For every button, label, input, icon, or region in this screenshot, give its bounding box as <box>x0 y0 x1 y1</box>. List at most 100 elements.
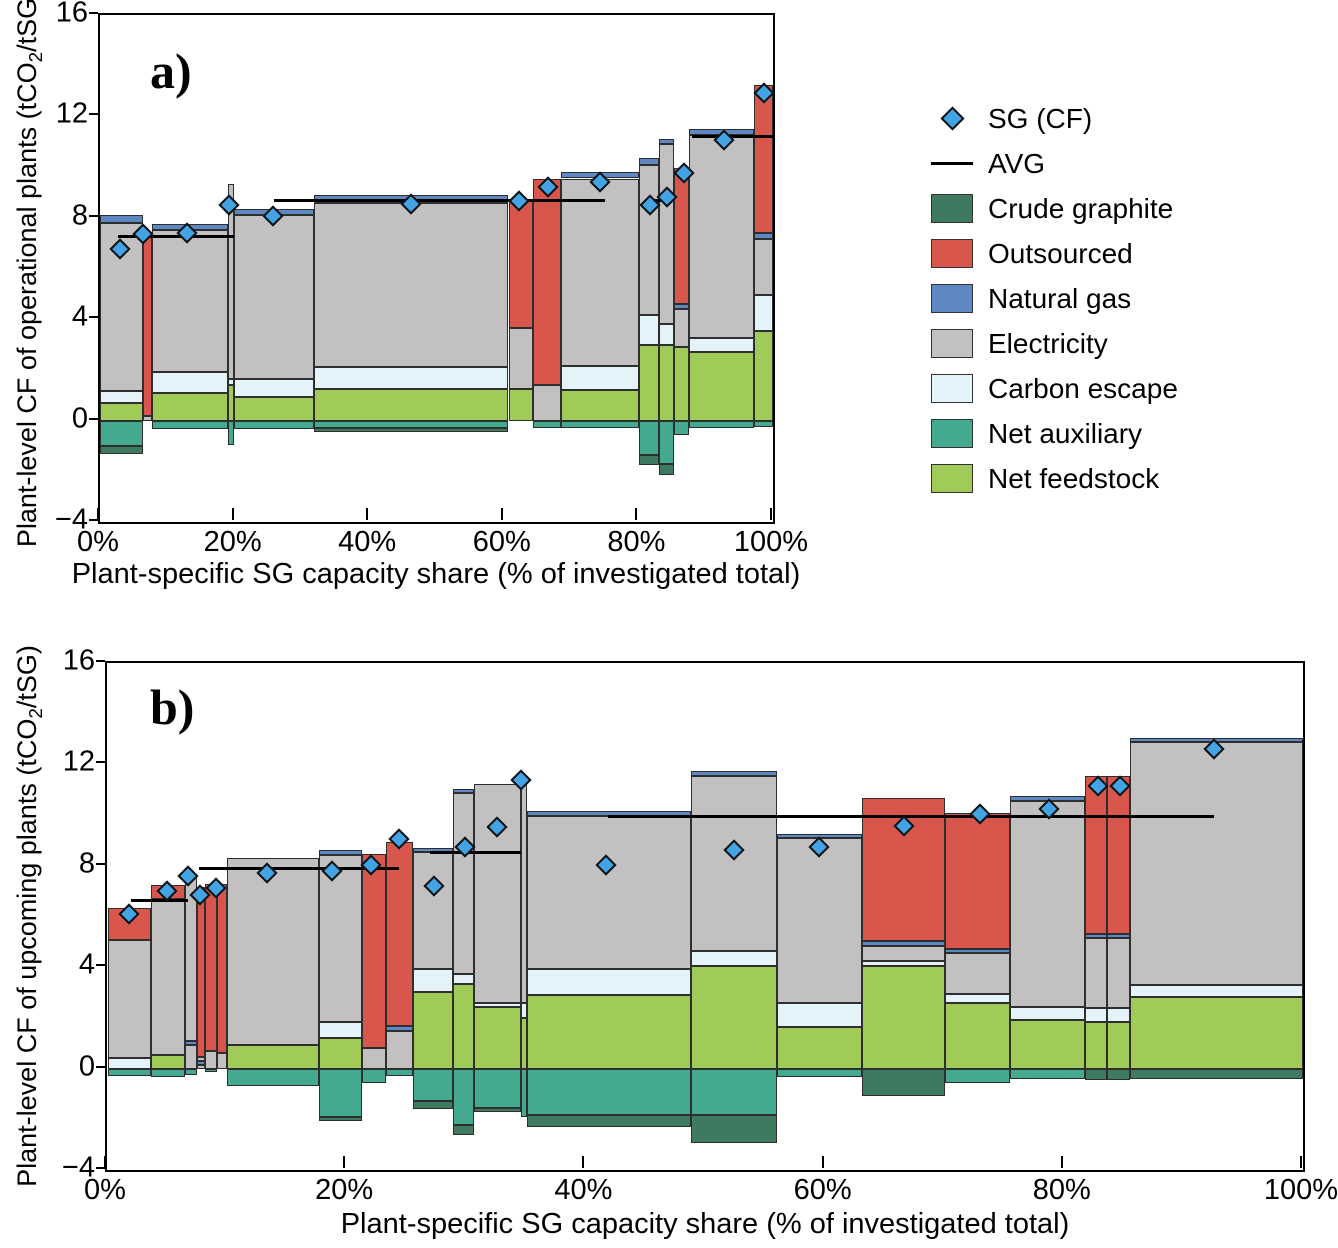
bar-segment-electricity <box>533 385 561 421</box>
bar-segment-outsourced <box>945 812 1010 950</box>
bar-segment-net-feedstock <box>776 1026 862 1069</box>
bar-segment-net-feedstock <box>688 352 755 421</box>
bar-segment-net-auxiliary <box>688 420 755 429</box>
bar-segment-net-feedstock <box>151 392 228 421</box>
bar-segment-net-feedstock <box>1085 1021 1107 1069</box>
x-tick-label: 100% <box>1263 1174 1338 1206</box>
bar-segment-electricity <box>314 202 509 368</box>
avg-line <box>118 235 234 239</box>
bar-segment-natural-gas <box>639 158 659 165</box>
legend-label: SG (CF) <box>988 102 1093 134</box>
bar-segment-net-feedstock <box>100 402 144 421</box>
bar-segment-net-feedstock <box>945 1003 1010 1069</box>
x-tick-mark <box>97 508 99 520</box>
bar-segment-carbon-escape <box>1085 1008 1107 1022</box>
bar-segment-natural-gas <box>690 771 777 777</box>
bar-segment-net-feedstock <box>639 344 659 421</box>
y-tick-label: 8 <box>71 199 88 232</box>
bar-segment-electricity <box>196 1064 206 1069</box>
legend-color-swatch <box>931 239 973 268</box>
bar-segment-net-auxiliary <box>151 1068 185 1077</box>
bar-segment-electricity <box>526 816 691 969</box>
bar-segment-net-feedstock <box>1009 1019 1086 1069</box>
bar-segment-net-feedstock <box>314 388 509 421</box>
bar-segment-electricity <box>385 1030 414 1069</box>
legend-label: Net auxiliary <box>988 417 1143 449</box>
x-tick-mark <box>366 508 369 520</box>
x-tick-mark <box>770 508 772 520</box>
panel-a-x-axis-label: Plant-specific SG capacity share (% of i… <box>71 558 801 590</box>
bar-segment-electricity <box>184 1044 197 1069</box>
bar-segment-crude-graphite <box>639 454 659 465</box>
bar-segment-carbon-escape <box>1009 1006 1086 1020</box>
avg-line <box>429 850 521 854</box>
bar-segment-carbon-escape <box>776 1003 862 1027</box>
bar-segment-natural-gas <box>1106 934 1130 938</box>
bar-segment-outsourced <box>508 200 534 329</box>
bar-segment-net-auxiliary <box>452 1068 475 1126</box>
legend-item: Net feedstock <box>930 456 1178 501</box>
bar-segment-electricity <box>945 953 1010 994</box>
bar-segment-net-auxiliary <box>226 1068 319 1086</box>
legend-item: Crude graphite <box>930 186 1178 231</box>
bar-segment-carbon-escape <box>1106 1008 1130 1022</box>
bar-segment-carbon-escape <box>658 324 675 345</box>
bar-segment-natural-gas <box>945 949 1010 954</box>
bar-segment-electricity <box>227 183 234 379</box>
bar-segment-electricity <box>561 178 640 367</box>
x-tick-label: 20% <box>203 526 262 558</box>
legend-item: AVG <box>930 141 1178 186</box>
bar-segment-natural-gas <box>100 215 144 223</box>
bar-segment-electricity <box>776 838 862 1004</box>
bar-segment-crude-graphite <box>1129 1068 1303 1080</box>
bar-segment-electricity <box>861 945 946 961</box>
bar-segment-net-feedstock <box>452 983 475 1069</box>
bar-segment-net-auxiliary <box>526 1068 691 1116</box>
bar-segment-electricity <box>151 898 185 1056</box>
y-tick-mark <box>89 316 98 319</box>
y-tick-label: 0 <box>78 1050 95 1083</box>
bar-segment-net-feedstock <box>754 330 773 421</box>
bar-segment-carbon-escape <box>754 295 773 331</box>
panel-a-y-axis-label: Plant-level CF of operational plants (tC… <box>11 0 48 548</box>
bar-segment-net-auxiliary <box>639 420 659 455</box>
bar-segment-carbon-escape <box>861 960 946 966</box>
y-tick-mark <box>96 862 105 865</box>
bar-segment-net-feedstock <box>1106 1021 1130 1069</box>
bar-segment-carbon-escape <box>561 366 640 391</box>
bar-segment-electricity <box>674 309 689 348</box>
bar-segment-carbon-escape <box>151 372 228 393</box>
avg-line <box>273 199 605 203</box>
bar-segment-carbon-escape <box>1129 985 1303 997</box>
bar-segment-electricity <box>413 852 453 969</box>
bar-segment-net-feedstock <box>1129 996 1303 1069</box>
legend-label: Natural gas <box>988 282 1132 314</box>
bar-segment-outsourced <box>385 841 414 1027</box>
bar-segment-outsourced <box>143 235 152 416</box>
bar-segment-net-feedstock <box>227 385 234 421</box>
bar-segment-net-auxiliary <box>108 1068 152 1077</box>
avg-line <box>608 815 1215 819</box>
bar-segment-crude-graphite <box>413 1100 453 1109</box>
bar-segment-crude-graphite <box>861 1068 946 1097</box>
bar-segment-net-feedstock <box>520 1017 527 1069</box>
x-tick-mark <box>500 508 503 520</box>
bar-segment-crude-graphite <box>690 1115 777 1144</box>
bar-segment-electricity <box>205 1051 218 1069</box>
bar-segment-net-auxiliary <box>674 420 689 435</box>
panel-a-plot-area <box>98 13 775 524</box>
bar-segment-net-auxiliary <box>233 420 314 430</box>
y-tick-label: 12 <box>55 97 88 130</box>
bar-segment-electricity <box>754 239 773 296</box>
y-tick-mark <box>96 660 105 662</box>
bar-segment-electricity <box>108 940 152 1058</box>
legend-item: Outsourced <box>930 231 1178 276</box>
bar-segment-natural-gas <box>184 1041 197 1045</box>
x-tick-label: 60% <box>472 526 531 558</box>
bar-segment-natural-gas <box>318 850 362 856</box>
bar-segment-net-auxiliary <box>100 420 144 446</box>
x-tick-label: 0% <box>77 526 119 558</box>
panel-b-letter: b) <box>150 679 195 735</box>
legend-color-swatch <box>931 419 973 448</box>
